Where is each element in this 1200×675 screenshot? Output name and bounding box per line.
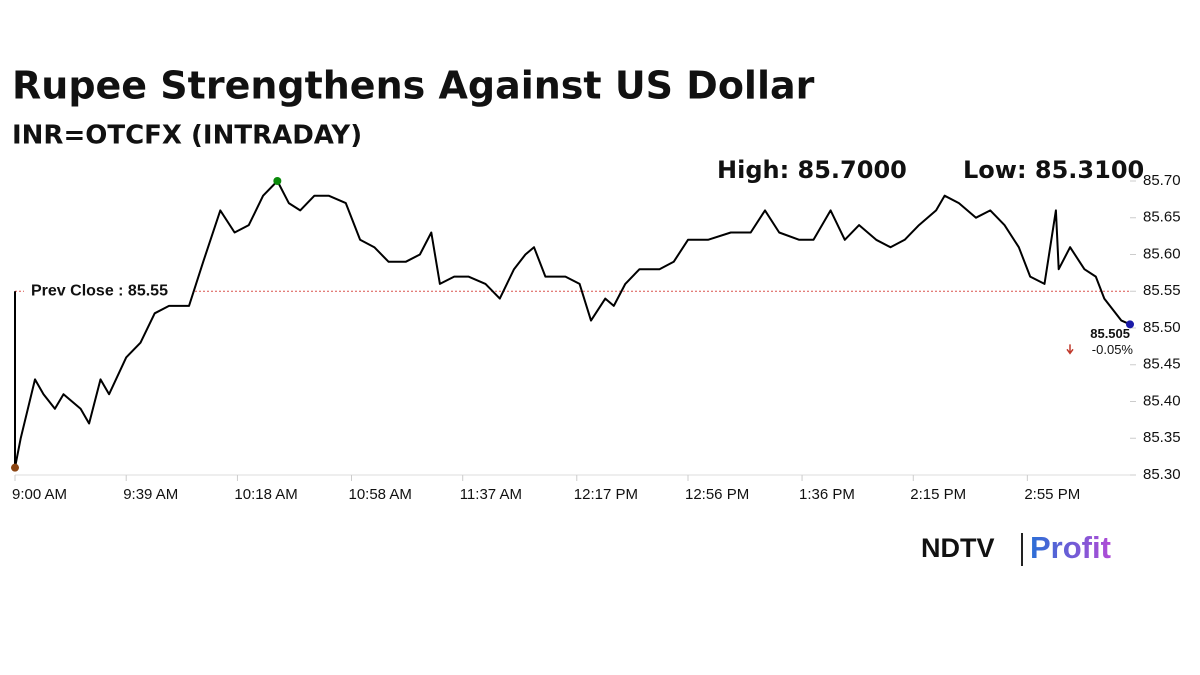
x-tick-label: 2:15 PM [910, 486, 966, 503]
y-tick-label: 85.45 [1143, 356, 1181, 373]
x-tick-label: 10:58 AM [348, 486, 411, 503]
y-tick-label: 85.70 [1143, 172, 1181, 189]
chart-subtitle: INR=OTCFX (INTRADAY) [12, 121, 362, 151]
prev-close-label-bg [24, 280, 194, 301]
low-label: Low: 85.3100 [963, 156, 1144, 184]
y-tick-label: 85.35 [1143, 429, 1181, 446]
last-value-label: 85.505 [1090, 326, 1130, 341]
prev-close-label: Prev Close : 85.55 [31, 282, 168, 299]
x-tick-label: 2:55 PM [1024, 486, 1080, 503]
change-label: -0.05% [1092, 342, 1134, 357]
high-label: High: 85.7000 [717, 156, 907, 184]
price-line [14, 180, 1131, 469]
logo-product: Profit [1030, 530, 1111, 565]
change-arrow [1066, 344, 1074, 355]
x-tick-label: 12:17 PM [574, 486, 638, 503]
x-tick-label: 11:37 AM [460, 486, 522, 503]
chart-title: Rupee Strengthens Against US Dollar [12, 64, 815, 108]
y-tick-label: 85.65 [1143, 209, 1181, 226]
y-tick-label: 85.60 [1143, 245, 1181, 262]
y-tick-label: 85.50 [1143, 319, 1181, 336]
x-tick-label: 9:00 AM [12, 486, 67, 503]
x-tick-label: 12:56 PM [685, 486, 749, 503]
y-tick-label: 85.30 [1143, 466, 1181, 483]
y-tick-label: 85.55 [1143, 282, 1181, 299]
logo-brand: NDTV [921, 533, 995, 563]
x-tick-label: 10:18 AM [234, 486, 297, 503]
point-marker [11, 463, 19, 472]
x-tick-label: 9:39 AM [123, 486, 178, 503]
y-tick-label: 85.40 [1143, 392, 1181, 409]
point-marker [273, 177, 282, 185]
x-tick-label: 1:36 PM [799, 486, 855, 503]
point-marker [1126, 320, 1134, 329]
